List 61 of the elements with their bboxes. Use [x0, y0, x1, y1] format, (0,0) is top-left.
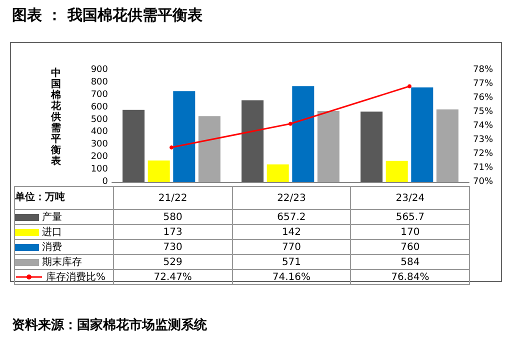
bar: [436, 109, 458, 182]
point: [170, 145, 174, 150]
data-label: 74.16%: [232, 270, 351, 284]
y-tick-label: 100: [90, 164, 108, 175]
y-tick-label: 900: [90, 65, 108, 75]
data-label: 760: [350, 240, 470, 254]
text: 中国棉花供需平衡表: [51, 68, 61, 167]
bar: [266, 164, 289, 182]
y-tick-label: 300: [90, 140, 108, 150]
data-label: 529: [114, 254, 232, 270]
x-tick-label: 21/22: [114, 186, 232, 210]
y2-tick-label: 75%: [473, 107, 494, 117]
data-label: 565.7: [350, 210, 470, 224]
y-tick-label: 600: [90, 102, 108, 112]
data-label: 142: [232, 224, 351, 240]
data-label: 770: [232, 240, 351, 254]
legend-label: 期末库存: [14, 254, 114, 270]
bar: [148, 160, 170, 182]
text: 资料来源：国家棉花市场监测系统: [12, 316, 207, 334]
bar: [317, 110, 340, 182]
y2-tick-label: 76%: [473, 93, 494, 103]
data-label: 72.47%: [114, 270, 232, 284]
bar: [360, 112, 383, 182]
point: [288, 122, 292, 126]
bar: [292, 86, 314, 182]
point: [408, 84, 412, 88]
y2-tick-label: 77%: [473, 79, 494, 89]
y2-tick-label: 78%: [473, 65, 494, 75]
data-label: 76.84%: [350, 270, 470, 284]
bar: [411, 87, 434, 182]
legend-label: 消费: [14, 240, 114, 254]
legend-label: 库存消费比%: [14, 270, 114, 284]
bar: [242, 100, 264, 182]
y-tick-label: 0: [102, 177, 108, 187]
chart-title: 图表 ： 我国棉花供需平衡表: [12, 6, 202, 25]
x-tick-label: 22/23: [232, 186, 351, 210]
text: 单位：万吨: [14, 186, 114, 210]
bar: [173, 91, 196, 182]
y-tick-label: 400: [90, 127, 108, 138]
data-label: 580: [114, 210, 232, 224]
y-tick-label: 700: [90, 90, 108, 100]
y2-tick-label: 72%: [473, 149, 494, 159]
bar: [386, 160, 408, 182]
y-tick-label: 800: [90, 77, 108, 88]
data-label: 657.2: [232, 210, 351, 224]
data-label: 173: [114, 224, 232, 240]
y2-tick-label: 70%: [473, 177, 494, 187]
y2-tick-label: 73%: [473, 135, 494, 145]
legend-label: 进口: [14, 224, 114, 240]
data-label: 571: [232, 254, 351, 270]
data-label: 584: [350, 254, 470, 270]
data-label: 730: [114, 240, 232, 254]
data-label: 170: [350, 224, 470, 240]
y-tick-label: 200: [90, 152, 108, 162]
y2-tick-label: 74%: [473, 121, 494, 131]
bar: [122, 110, 145, 182]
y-tick-label: 500: [90, 114, 108, 125]
x-tick-label: 23/24: [350, 186, 470, 210]
bar: [198, 116, 220, 182]
legend-label: 产量: [14, 210, 114, 224]
y2-tick-label: 71%: [473, 163, 494, 173]
